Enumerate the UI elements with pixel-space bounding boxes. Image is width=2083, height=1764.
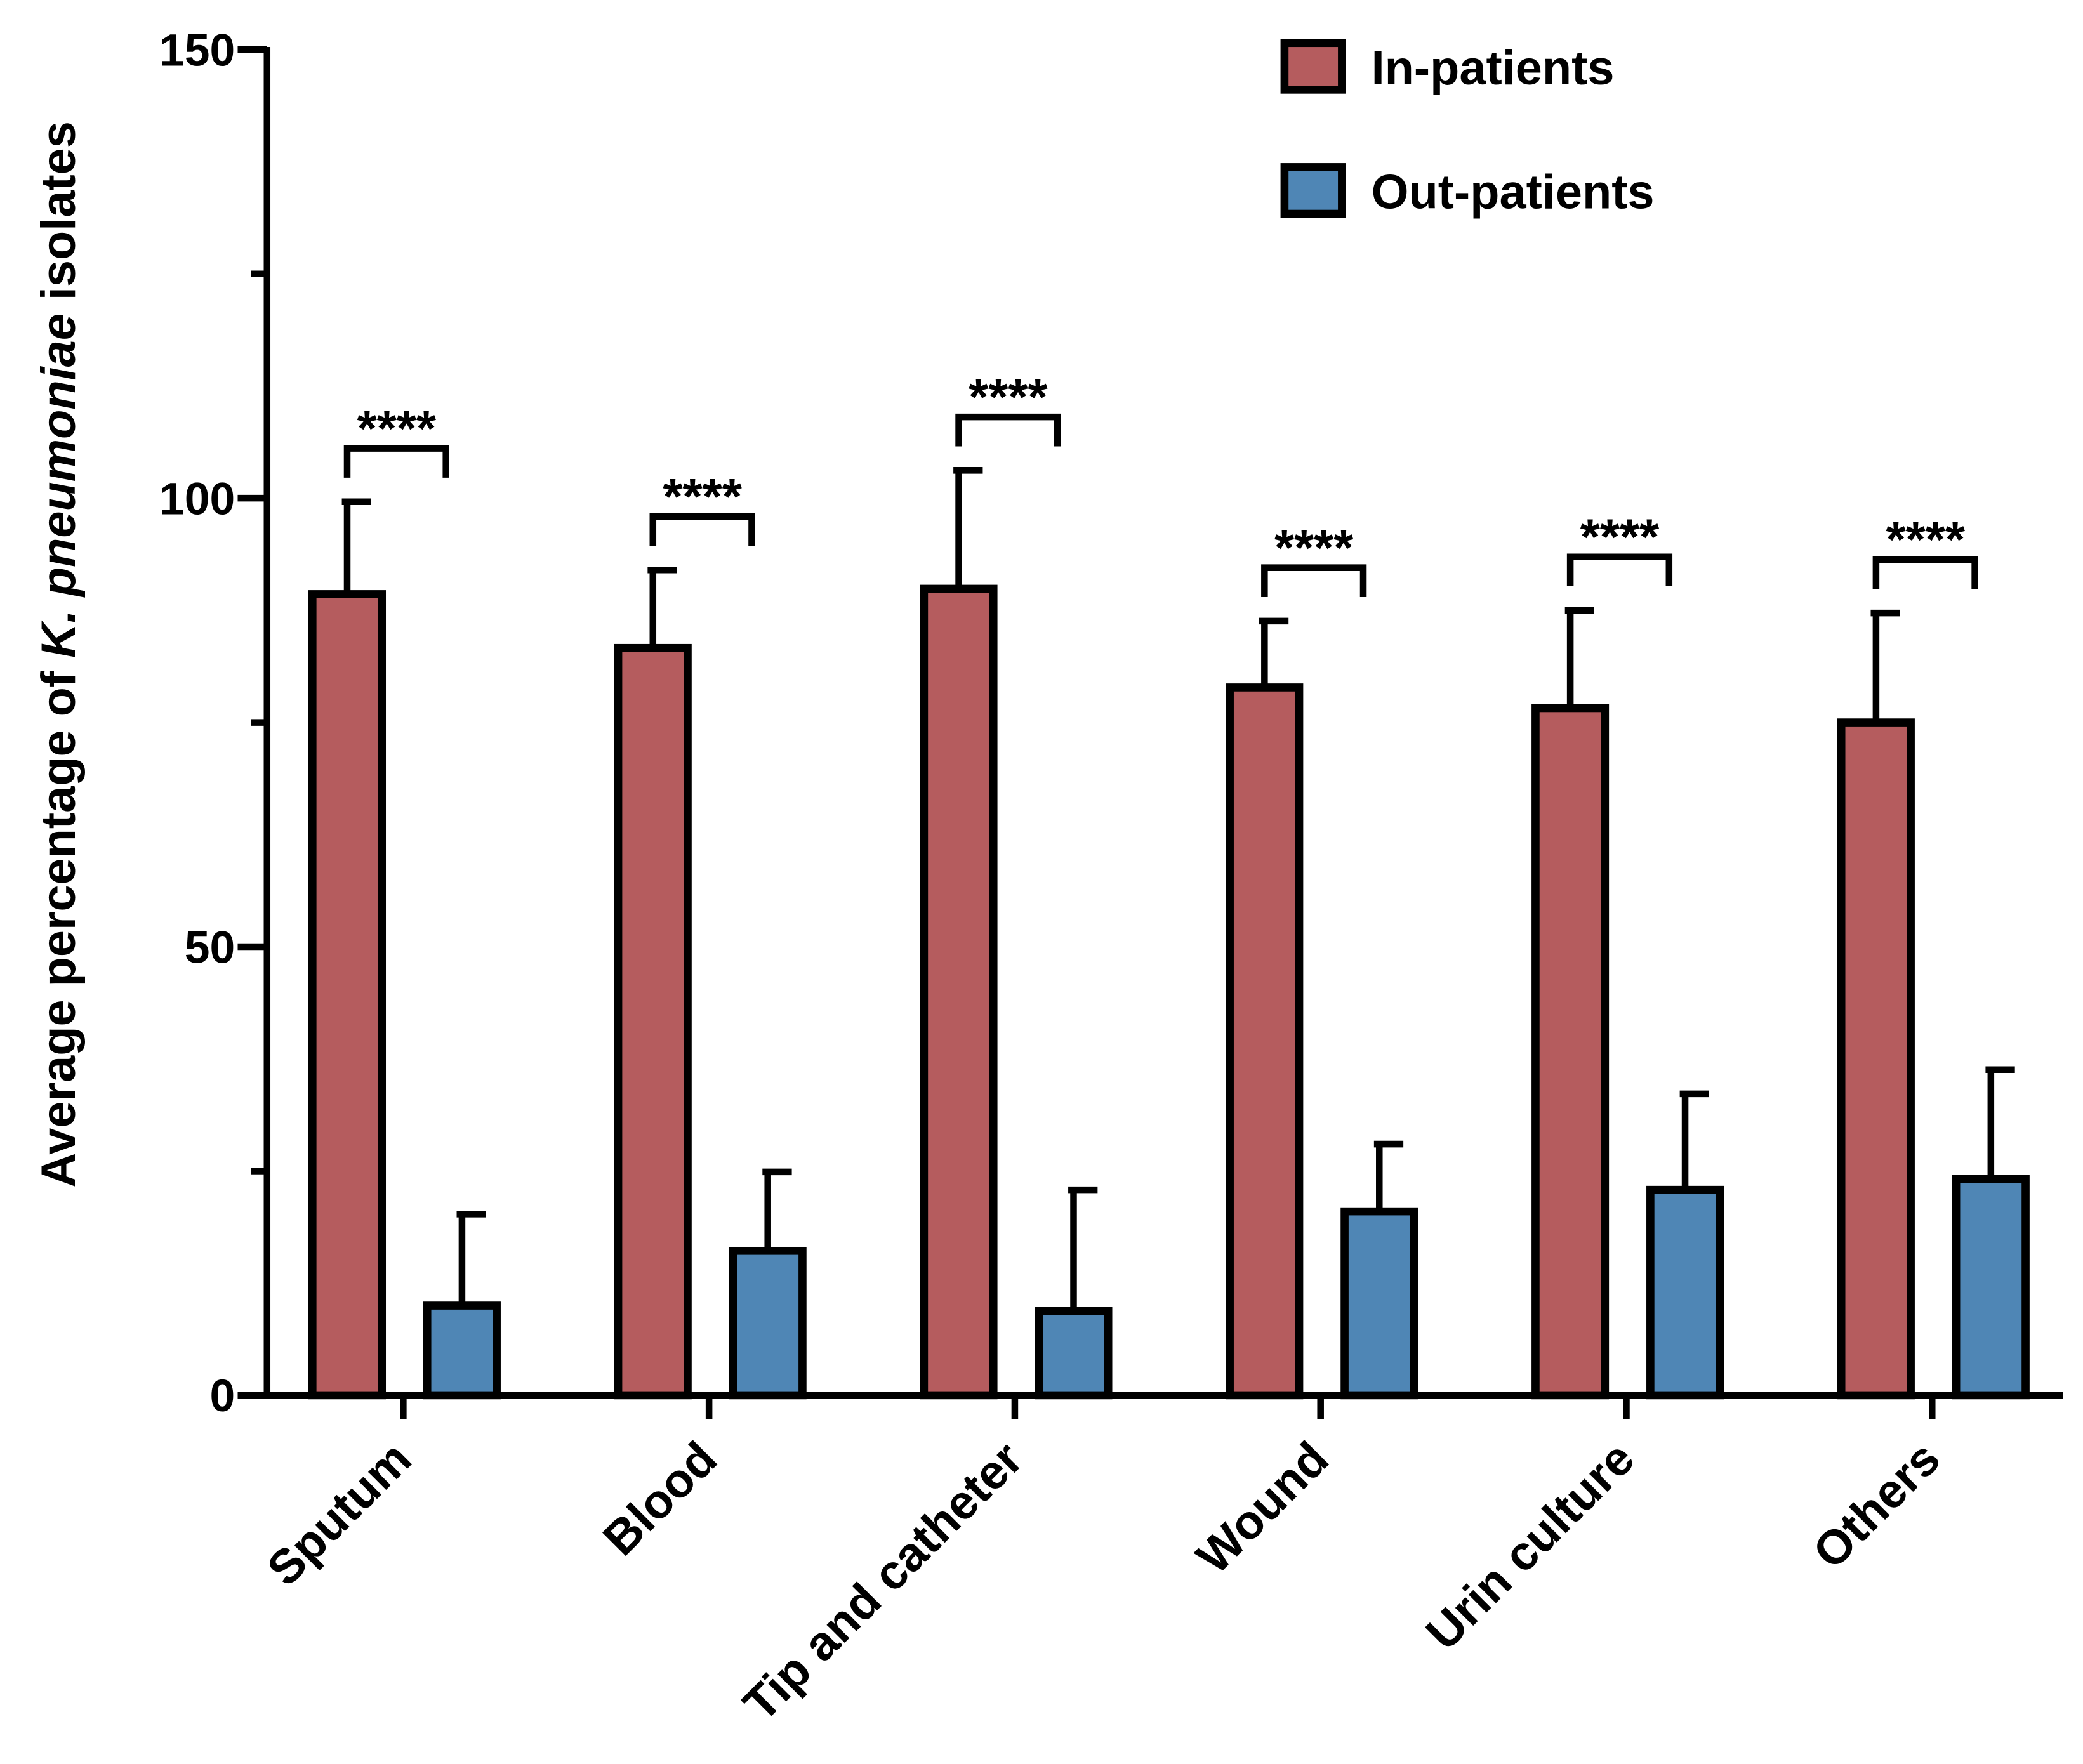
bar [1646, 1185, 1724, 1400]
bar [1035, 1307, 1113, 1400]
significance-bracket [955, 413, 1061, 447]
bar [614, 643, 692, 1400]
significance-label: **** [969, 369, 1048, 425]
significance-bracket [1872, 556, 1978, 589]
x-tick-label: Urin culture [1416, 1432, 1645, 1661]
x-tick-label: Tip and catheter [733, 1432, 1033, 1732]
significance-label: **** [1580, 509, 1660, 565]
y-label-part: K. pneumoniae [32, 313, 86, 658]
x-tick-label: Wound [1186, 1432, 1339, 1584]
x-tick-label: Blood [593, 1432, 727, 1566]
y-label-part: Average percentage of [32, 671, 86, 1187]
error-bar [1870, 609, 1900, 723]
x-tick-label: Others [1802, 1432, 1950, 1579]
y-tick-label: 100 [159, 473, 235, 524]
error-bar [647, 566, 677, 648]
bar [1340, 1207, 1418, 1400]
error-bar [1259, 617, 1289, 688]
error-bar [1985, 1066, 2015, 1180]
error-bar [953, 467, 983, 589]
error-bar [1373, 1140, 1404, 1212]
significance-bracket [1261, 564, 1367, 597]
y-label-part: isolates [32, 121, 86, 300]
error-bar [1068, 1186, 1098, 1312]
significance-bracket [343, 445, 449, 478]
significance-label: **** [1274, 519, 1354, 576]
legend-label: Out-patients [1372, 166, 1655, 220]
y-tick-label: 50 [185, 922, 235, 973]
legend-swatch [1280, 39, 1346, 94]
significance-bracket [649, 513, 755, 546]
y-tick-label: 0 [209, 1371, 235, 1421]
error-bar [456, 1211, 486, 1306]
bar [1837, 718, 1915, 1400]
bar [308, 590, 387, 1400]
x-tick-label: Sputum [257, 1432, 421, 1596]
bar [1226, 683, 1304, 1400]
significance-label: **** [357, 400, 437, 456]
error-bar [762, 1168, 792, 1251]
bar [1952, 1175, 2030, 1400]
bar [920, 584, 998, 1400]
significance-label: **** [1886, 511, 1966, 568]
error-bar [1679, 1090, 1709, 1190]
significance-label: **** [663, 468, 742, 525]
y-axis-label: Average percentage of K. pneumoniae isol… [32, 121, 86, 1187]
legend-swatch [1280, 163, 1346, 218]
error-bar [1564, 607, 1594, 708]
y-tick-label: 150 [159, 25, 235, 76]
significance-bracket [1566, 553, 1673, 586]
error-bar [341, 498, 371, 595]
legend-label: In-patients [1372, 41, 1615, 95]
bar [423, 1301, 501, 1400]
bar [1531, 704, 1610, 1400]
bar [729, 1246, 807, 1400]
